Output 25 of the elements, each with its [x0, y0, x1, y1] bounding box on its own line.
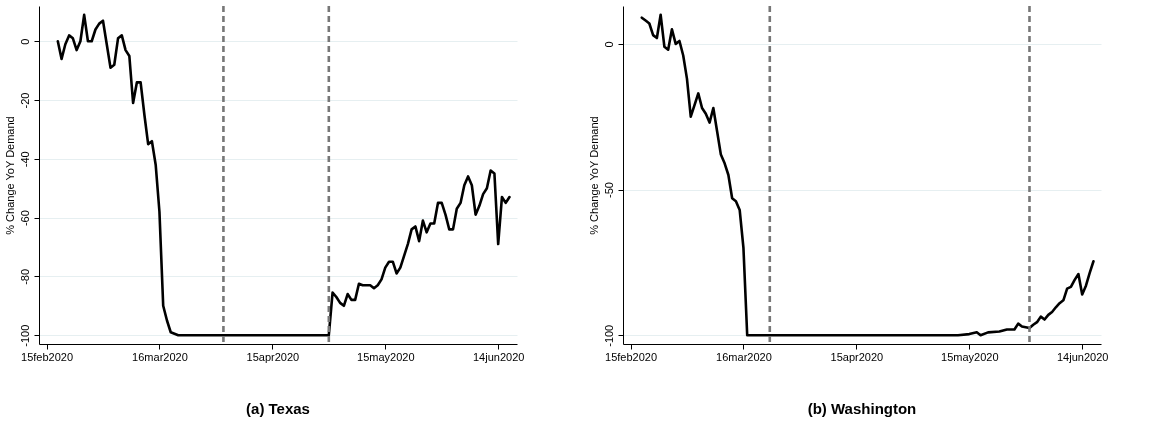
x-tick-label: 15may2020 [357, 350, 415, 363]
y-tick-label: -80 [18, 268, 31, 285]
line-series [56, 13, 511, 337]
x-tick-label: 14jun2020 [1056, 350, 1109, 363]
y-tick-label: -60 [18, 210, 31, 227]
x-tick-label: 15apr2020 [830, 350, 884, 363]
text: (a) Texas [246, 400, 310, 417]
y-tick-label: 0 [602, 41, 615, 48]
y-axis-title: % Change YoY Demand [3, 116, 16, 235]
y-tick-label: -40 [18, 151, 31, 168]
text: (b) Washington [807, 400, 917, 417]
x-tick-label: 16mar2020 [132, 350, 188, 363]
y-axis-title: % Change YoY Demand [587, 116, 600, 235]
x-tick-label: 15feb2020 [605, 350, 658, 363]
line-series [640, 13, 1095, 337]
y-tick-label: -50 [602, 182, 615, 199]
y-tick-label: -100 [602, 324, 615, 347]
x-tick-label: 16mar2020 [716, 350, 772, 363]
x-tick-label: 15apr2020 [246, 350, 300, 363]
x-tick-label: 15feb2020 [21, 350, 74, 363]
x-tick-label: 14jun2020 [472, 350, 525, 363]
y-tick-label: 0 [18, 38, 31, 45]
y-tick-label: -20 [18, 92, 31, 109]
y-tick-label: -100 [18, 324, 31, 347]
x-tick-label: 15may2020 [941, 350, 999, 363]
